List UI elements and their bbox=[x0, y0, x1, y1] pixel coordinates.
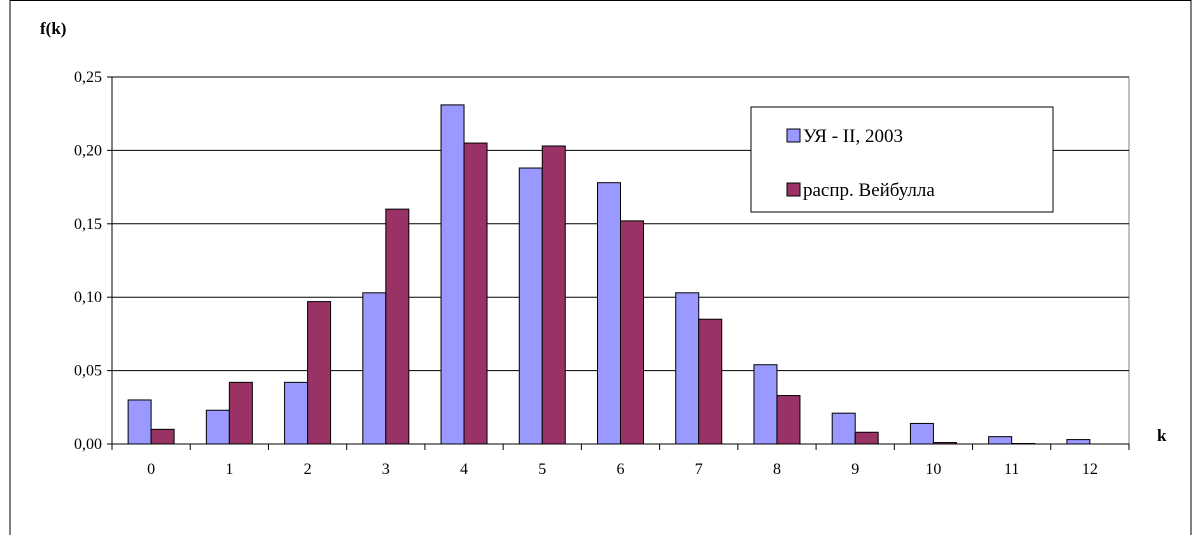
bar-series-2-1 bbox=[228, 381, 253, 445]
bar-series-1-7 bbox=[675, 292, 700, 445]
x-tick-label: 4 bbox=[460, 461, 468, 478]
legend-swatch-series-2 bbox=[786, 182, 801, 197]
legend-swatch-series-1 bbox=[786, 128, 801, 143]
bar-series-2-3 bbox=[385, 208, 410, 445]
bar-series-1-4 bbox=[440, 104, 465, 445]
bar-series-2-9 bbox=[854, 431, 879, 445]
bar-series-1-0 bbox=[127, 399, 152, 445]
y-tick-label: 0,10 bbox=[74, 289, 102, 306]
bar-series-1-12 bbox=[1066, 439, 1091, 445]
y-tick-label: 0,15 bbox=[74, 216, 102, 233]
bar-series-1-1 bbox=[205, 409, 230, 445]
y-tick-label: 0,20 bbox=[74, 142, 102, 159]
bar-series-2-7 bbox=[698, 318, 723, 445]
bar-series-1-3 bbox=[362, 292, 387, 445]
bar-series-2-4 bbox=[463, 142, 488, 445]
x-tick-label: 5 bbox=[538, 461, 546, 478]
x-tick-label: 10 bbox=[925, 461, 941, 478]
bars bbox=[127, 104, 1091, 445]
x-tick-labels: 0 1 2 3 4 5 6 7 8 9 10 11 12 bbox=[147, 461, 1098, 478]
y-tick-label: 0,00 bbox=[74, 436, 102, 453]
bar-series-1-9 bbox=[831, 412, 856, 445]
legend-box bbox=[750, 106, 1054, 213]
y-tick-label: 0,25 bbox=[74, 69, 102, 86]
x-tick-label: 1 bbox=[225, 461, 233, 478]
y-tick-labels: 0,00 0,05 0,10 0,15 0,20 0,25 bbox=[74, 69, 102, 453]
x-tick-label: 11 bbox=[1004, 461, 1019, 478]
legend: УЯ - II, 2003 распр. Вейбулла bbox=[750, 106, 1054, 213]
legend-label-series-2: распр. Вейбулла bbox=[803, 180, 935, 201]
y-axis-title: f(k) bbox=[40, 19, 66, 38]
bar-series-1-6 bbox=[597, 182, 621, 445]
bar-series-1-8 bbox=[753, 364, 778, 445]
axes bbox=[111, 77, 1129, 445]
x-tick-label: 2 bbox=[304, 461, 312, 478]
bar-series-1-5 bbox=[518, 167, 543, 445]
bar-series-2-8 bbox=[776, 395, 801, 445]
x-tick-label: 6 bbox=[617, 461, 625, 478]
x-tick-label: 0 bbox=[147, 461, 155, 478]
bar-series-1-11 bbox=[988, 436, 1013, 445]
bar-series-2-2 bbox=[307, 301, 332, 445]
x-tick-label: 9 bbox=[851, 461, 859, 478]
bar-series-1-2 bbox=[284, 381, 309, 445]
bar-series-1-10 bbox=[909, 422, 934, 445]
bar-series-2-5 bbox=[541, 145, 566, 445]
legend-label-series-1: УЯ - II, 2003 bbox=[803, 126, 903, 147]
x-tick-label: 12 bbox=[1082, 461, 1098, 478]
bar-series-2-6 bbox=[620, 220, 644, 445]
x-tick-label: 7 bbox=[695, 461, 703, 478]
x-tick-label: 8 bbox=[773, 461, 781, 478]
x-tick-label: 3 bbox=[382, 461, 390, 478]
bar-series-2-0 bbox=[150, 428, 175, 445]
y-tick-label: 0,05 bbox=[74, 363, 102, 380]
x-axis-title: k bbox=[1157, 426, 1167, 445]
